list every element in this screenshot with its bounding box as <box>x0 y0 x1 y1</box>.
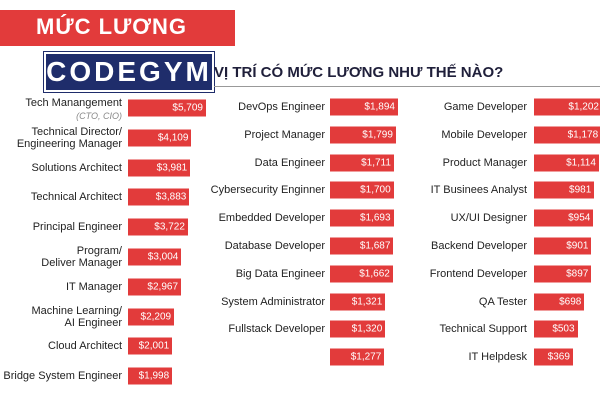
value-label: $3,004 <box>147 251 179 263</box>
bar <box>534 154 599 172</box>
logo: CODEGYM <box>44 52 214 92</box>
value-label: $369 <box>547 351 570 363</box>
category-label: IT Businees Analyst <box>430 184 527 197</box>
value-label: $954 <box>568 212 591 224</box>
value-label: $1,114 <box>566 157 596 169</box>
bar <box>128 188 190 206</box>
annotation: (CTO, CIO) <box>76 111 122 121</box>
value-label: $1,799 <box>362 129 393 141</box>
category-label: Fullstack Developer <box>228 323 325 336</box>
bar <box>128 99 206 117</box>
bar <box>128 218 188 236</box>
value-label: $1,202 <box>568 101 599 113</box>
banner-bg <box>0 10 235 46</box>
category-label: Frontend Developer <box>429 267 527 280</box>
category-label: Technical Architect <box>30 191 122 204</box>
value-label: $5,709 <box>172 102 203 114</box>
bar <box>330 293 386 311</box>
bar <box>330 237 394 255</box>
banner: MỨC LƯƠNG <box>36 14 188 39</box>
value-label: $1,700 <box>360 184 391 196</box>
value-label: $1,693 <box>359 212 391 224</box>
category-label: Solutions Architect <box>31 161 123 174</box>
value-label: $1,998 <box>138 370 170 382</box>
category-label: Embedded Developer <box>218 212 325 225</box>
bar <box>534 348 573 366</box>
title-rule <box>214 86 600 87</box>
category-label: Bridge System Engineer <box>3 370 122 383</box>
bar <box>534 320 578 338</box>
value-label: $1,277 <box>350 351 382 363</box>
value-label: $3,883 <box>155 191 187 203</box>
value-label: $2,001 <box>138 340 170 352</box>
value-label: $3,981 <box>156 162 188 174</box>
category-label: Mobile Developer <box>441 128 527 141</box>
category-label: Program/ Deliver Manager <box>41 245 122 269</box>
category-label: QA Tester <box>478 295 527 308</box>
bar <box>534 209 594 227</box>
value-label: $1,711 <box>361 157 391 169</box>
category-label: Cybersecurity Enginner <box>210 184 325 197</box>
value-label: $4,109 <box>157 132 189 144</box>
bar <box>534 293 585 311</box>
bar <box>128 129 192 147</box>
category-label: Principal Engineer <box>32 221 122 234</box>
bar <box>128 159 191 177</box>
value-label: $698 <box>559 296 582 308</box>
category-label: Project Manager <box>244 128 325 141</box>
category-label: IT Helpdesk <box>468 351 528 364</box>
bar <box>128 278 182 296</box>
category-label: IT Manager <box>65 280 122 293</box>
bar <box>128 308 175 326</box>
title: VỊ TRÍ CÓ MỨC LƯƠNG NHƯ THẾ NÀO? <box>214 64 504 81</box>
bar <box>534 265 592 283</box>
bar <box>330 154 394 172</box>
bar <box>128 248 182 266</box>
bar <box>330 348 385 366</box>
value-label: $1,321 <box>351 296 383 308</box>
bar <box>128 367 173 385</box>
value-label: $2,209 <box>140 311 172 323</box>
bar <box>330 320 386 338</box>
category-label: Data Engineer <box>254 156 325 169</box>
category-label: Game Developer <box>443 101 527 113</box>
value-label: $1,687 <box>359 240 391 252</box>
category-label: UX/UI Designer <box>450 212 527 225</box>
category-label: Big Data Engineer <box>235 267 325 280</box>
category-label: Database Developer <box>224 240 325 252</box>
category-label: System Administrator <box>221 295 325 308</box>
category-label: Technical Director/ Engineering Manager <box>16 125 122 150</box>
bar <box>330 209 394 227</box>
value-label: $901 <box>566 240 589 252</box>
bar <box>330 126 396 144</box>
value-label: $1,178 <box>567 129 599 141</box>
value-label: $981 <box>569 184 592 196</box>
bar <box>330 181 394 199</box>
bar <box>330 98 398 116</box>
category-label: DevOps Engineer <box>238 101 325 113</box>
value-label: $503 <box>552 323 575 335</box>
value-label: $1,662 <box>359 268 390 280</box>
bar <box>534 126 600 144</box>
category-label: Technical Support <box>439 323 527 336</box>
category-label: Cloud Architect <box>48 340 122 353</box>
category-label: Backend Developer <box>430 240 527 252</box>
category-label: Tech Manangement <box>25 97 122 109</box>
value-label: $3,722 <box>154 221 185 233</box>
value-label: $1,320 <box>351 323 383 335</box>
bar <box>534 181 595 199</box>
bar <box>534 237 592 255</box>
value-label: $1,894 <box>364 101 395 113</box>
value-label: $2,967 <box>147 281 179 293</box>
value-label: $897 <box>566 268 589 280</box>
bar <box>534 98 600 116</box>
bar <box>330 265 393 283</box>
category-label: Machine Learning/ AI Engineer <box>31 304 122 329</box>
category-label: Product Manager <box>442 156 527 169</box>
bar <box>128 337 173 355</box>
